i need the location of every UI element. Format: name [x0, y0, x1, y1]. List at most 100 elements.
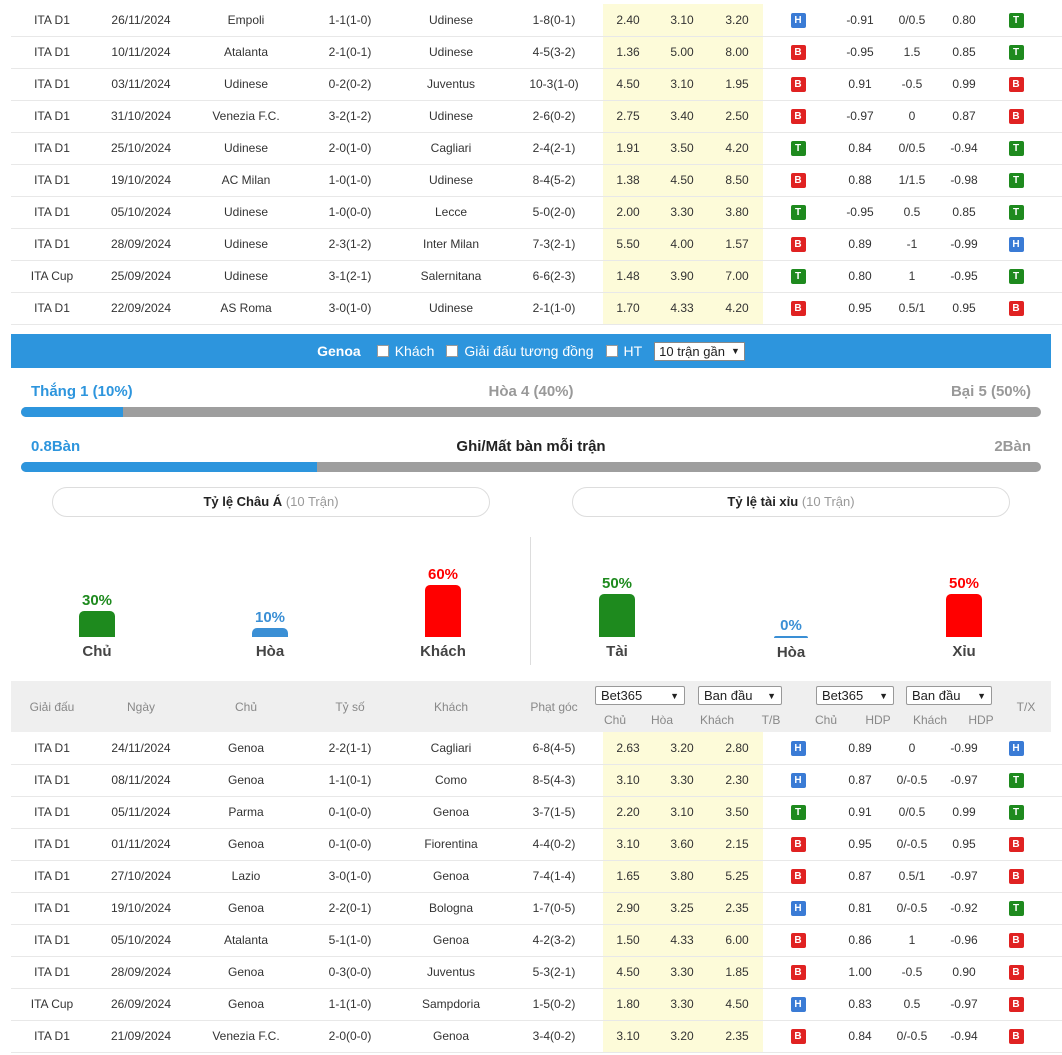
home-team-link[interactable]: Atalanta [189, 36, 303, 69]
ah-home: -0.91 [833, 4, 887, 37]
home-team-link[interactable]: Parma [189, 796, 303, 829]
home-team-link[interactable]: Lazio [189, 860, 303, 893]
score-cell[interactable]: 1-1(0-1) [303, 764, 397, 797]
home-team-link[interactable]: Venezia F.C. [189, 1020, 303, 1053]
score-cell[interactable]: 2-0(0-0) [303, 1020, 397, 1053]
away-team-link[interactable]: Lecce [397, 196, 505, 229]
bookmaker-select-1[interactable]: Bet365 ▼ [595, 686, 685, 705]
score-cell[interactable]: 5-1(1-0) [303, 924, 397, 957]
ht-label: HT [623, 343, 643, 359]
away-team-link[interactable]: Salernitana [397, 260, 505, 293]
score-cell[interactable]: 0-3(0-0) [303, 956, 397, 989]
score-cell[interactable]: 3-0(1-0) [303, 292, 397, 325]
odds-draw: 3.10 [653, 4, 711, 37]
win-loss-cell: B [763, 68, 833, 101]
header-ah-hdp: HDP [865, 713, 891, 727]
away-team-link[interactable]: Cagliari [397, 732, 505, 765]
home-team-link[interactable]: Genoa [189, 956, 303, 989]
period-select-2[interactable]: Ban đầu ▼ [906, 686, 992, 705]
away-team-link[interactable]: Bologna [397, 892, 505, 925]
away-team-link[interactable]: Udinese [397, 4, 505, 37]
away-team-link[interactable]: Como [397, 764, 505, 797]
checkbox-icon[interactable] [605, 345, 618, 357]
ah-result-cell: T [991, 132, 1041, 165]
away-team-link[interactable]: Genoa [397, 796, 505, 829]
score-cell[interactable]: 1-0(1-0) [303, 164, 397, 197]
away-team-link[interactable]: Udinese [397, 100, 505, 133]
home-team-link[interactable]: Atalanta [189, 924, 303, 957]
home-team-link[interactable]: AC Milan [189, 164, 303, 197]
corners-cell: 4-4(0-2) [505, 828, 603, 861]
home-team-link[interactable]: Genoa [189, 988, 303, 1021]
same-league-checkbox[interactable]: Giải đấu tương đồng [446, 343, 594, 359]
ah-away: -0.96 [937, 924, 991, 957]
away-team-link[interactable]: Sampdoria [397, 988, 505, 1021]
home-team-link[interactable]: Genoa [189, 732, 303, 765]
away-team-link[interactable]: Fiorentina [397, 828, 505, 861]
odds-home: 3.10 [603, 828, 653, 861]
ah-hdp: 0.5/1 [887, 860, 937, 893]
home-team-link[interactable]: AS Roma [189, 292, 303, 325]
away-team-link[interactable]: Juventus [397, 956, 505, 989]
win-loss-cell: B [763, 1020, 833, 1053]
score-cell[interactable]: 0-1(0-0) [303, 828, 397, 861]
home-team-link[interactable]: Genoa [189, 828, 303, 861]
score-cell[interactable]: 2-2(1-1) [303, 732, 397, 765]
odds-home: 1.91 [603, 132, 653, 165]
score-cell[interactable]: 0-1(0-0) [303, 796, 397, 829]
checkbox-icon[interactable] [446, 345, 459, 357]
home-team-link[interactable]: Genoa [189, 764, 303, 797]
away-team-link[interactable]: Inter Milan [397, 228, 505, 261]
league-cell: ITA Cup [11, 260, 93, 293]
ou-result-cell: X [1041, 132, 1062, 165]
recent-matches-select[interactable]: 10 trận gần ▼ [654, 341, 745, 361]
bookmaker-select-2[interactable]: Bet365 ▼ [816, 686, 894, 705]
away-team-link[interactable]: Udinese [397, 292, 505, 325]
score-cell[interactable]: 3-0(1-0) [303, 860, 397, 893]
column-label: Tài [606, 642, 628, 660]
date-cell: 22/09/2024 [93, 292, 189, 325]
win-loss-cell: B [763, 860, 833, 893]
score-cell[interactable]: 3-2(1-2) [303, 100, 397, 133]
period-select-1[interactable]: Ban đầu ▼ [698, 686, 782, 705]
chart-column: 0% Hòa [751, 616, 831, 661]
away-team-link[interactable]: Genoa [397, 1020, 505, 1053]
ht-checkbox[interactable]: HT [605, 343, 643, 359]
home-team-link[interactable]: Genoa [189, 892, 303, 925]
away-team-link[interactable]: Udinese [397, 36, 505, 69]
checkbox-icon[interactable] [376, 345, 389, 357]
score-cell[interactable]: 3-1(2-1) [303, 260, 397, 293]
table-row: ITA Cup 26/09/2024 Genoa 1-1(1-0) Sampdoria 1… [11, 988, 1062, 1021]
odds-draw: 3.60 [653, 828, 711, 861]
home-team-link[interactable]: Empoli [189, 4, 303, 37]
header-score: Tỷ số [335, 700, 365, 714]
away-team-link[interactable]: Udinese [397, 164, 505, 197]
score-cell[interactable]: 2-1(0-1) [303, 36, 397, 69]
ah-away: 0.90 [937, 956, 991, 989]
score-cell[interactable]: 1-0(0-0) [303, 196, 397, 229]
result-badge: B [1008, 1029, 1024, 1044]
date-cell: 01/11/2024 [93, 828, 189, 861]
home-team-link[interactable]: Venezia F.C. [189, 100, 303, 133]
home-team-link[interactable]: Udinese [189, 132, 303, 165]
away-team-link[interactable]: Cagliari [397, 132, 505, 165]
win-summary: Thắng 1 (10%) [31, 383, 133, 400]
score-cell[interactable]: 2-3(1-2) [303, 228, 397, 261]
score-cell[interactable]: 1-1(1-0) [303, 4, 397, 37]
league-cell: ITA Cup [11, 988, 93, 1021]
score-cell[interactable]: 2-2(0-1) [303, 892, 397, 925]
home-team-link[interactable]: Udinese [189, 260, 303, 293]
score-cell[interactable]: 2-0(1-0) [303, 132, 397, 165]
away-team-link[interactable]: Genoa [397, 860, 505, 893]
away-filter-checkbox[interactable]: Khách [376, 343, 434, 359]
away-team-link[interactable]: Juventus [397, 68, 505, 101]
away-team-link[interactable]: Genoa [397, 924, 505, 957]
home-team-link[interactable]: Udinese [189, 68, 303, 101]
score-cell[interactable]: 0-2(0-2) [303, 68, 397, 101]
over-under-pill: Tỷ lệ tài xỉu (10 Trận) [572, 487, 1010, 517]
score-cell[interactable]: 1-1(1-0) [303, 988, 397, 1021]
ah-result-cell: B [991, 1020, 1041, 1053]
home-team-link[interactable]: Udinese [189, 228, 303, 261]
home-team-link[interactable]: Udinese [189, 196, 303, 229]
ah-home: 0.83 [833, 988, 887, 1021]
